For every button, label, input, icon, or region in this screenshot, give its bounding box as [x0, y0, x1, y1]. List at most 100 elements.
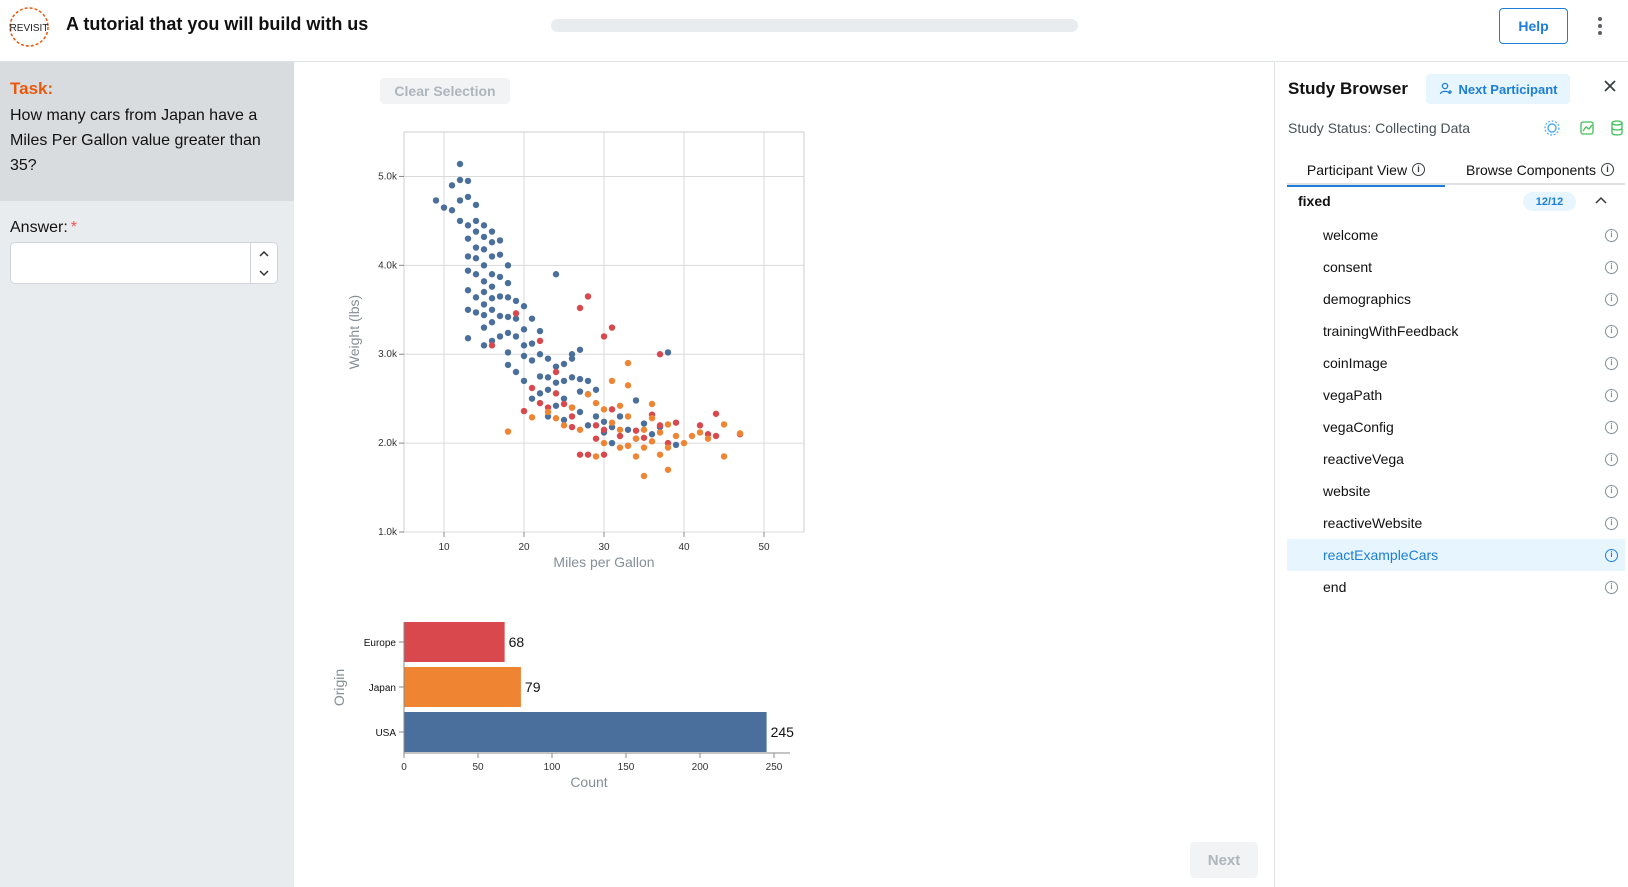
- scatter-point-usa[interactable]: [464, 306, 472, 313]
- chevron-up-icon[interactable]: [1595, 195, 1607, 205]
- scatter-point-usa[interactable]: [560, 395, 568, 402]
- scatter-point-usa[interactable]: [496, 312, 504, 320]
- scatter-point-usa[interactable]: [488, 306, 496, 313]
- scatter-point-usa[interactable]: [576, 408, 584, 416]
- scatter-point-usa[interactable]: [488, 295, 496, 302]
- scatter-point-japan[interactable]: [592, 399, 600, 407]
- number-stepper[interactable]: [250, 243, 277, 283]
- scatter-point-usa[interactable]: [448, 207, 456, 214]
- scatter-point-europe[interactable]: [696, 422, 704, 429]
- scatter-point-usa[interactable]: [456, 160, 464, 168]
- scatter-point-europe[interactable]: [616, 432, 624, 440]
- scatter-point-usa[interactable]: [480, 278, 488, 285]
- sidebar-item-demographics[interactable]: demographics i: [1287, 283, 1625, 315]
- scatter-point-usa[interactable]: [480, 324, 488, 331]
- scatter-point-usa[interactable]: [472, 309, 480, 316]
- scatter-point-usa[interactable]: [576, 375, 584, 383]
- scatter-point-usa[interactable]: [568, 374, 576, 381]
- scatter-point-usa[interactable]: [464, 253, 472, 260]
- scatter-point-europe[interactable]: [552, 390, 560, 397]
- scatter-point-usa[interactable]: [568, 355, 576, 362]
- scatter-point-usa[interactable]: [520, 342, 528, 349]
- scatter-point-usa[interactable]: [584, 422, 592, 429]
- sidebar-item-vegaPath[interactable]: vegaPath i: [1287, 379, 1625, 411]
- scatter-point-usa[interactable]: [616, 413, 624, 420]
- scatter-point-usa[interactable]: [472, 244, 480, 251]
- scatter-point-japan[interactable]: [696, 429, 704, 436]
- help-button[interactable]: Help: [1499, 8, 1568, 44]
- info-icon[interactable]: i: [1605, 549, 1618, 562]
- scatter-point-usa[interactable]: [440, 204, 448, 211]
- scatter-point-usa[interactable]: [488, 253, 496, 260]
- scatter-point-usa[interactable]: [552, 402, 560, 409]
- scatter-point-usa[interactable]: [504, 361, 512, 369]
- scatter-point-japan[interactable]: [632, 453, 640, 460]
- scatter-point-usa[interactable]: [496, 273, 504, 281]
- scatter-point-japan[interactable]: [592, 453, 600, 460]
- scatter-point-japan[interactable]: [648, 415, 656, 422]
- scatter-point-usa[interactable]: [496, 333, 504, 340]
- scatter-point-europe[interactable]: [536, 337, 544, 345]
- scatter-point-usa[interactable]: [488, 228, 496, 235]
- scatter-point-japan[interactable]: [664, 421, 672, 428]
- scatter-point-japan[interactable]: [656, 451, 664, 458]
- scatter-point-europe[interactable]: [592, 435, 600, 442]
- sidebar-item-reactiveVega[interactable]: reactiveVega i: [1287, 443, 1625, 475]
- sidebar-item-end[interactable]: end i: [1287, 571, 1625, 603]
- scatter-point-usa[interactable]: [544, 413, 552, 420]
- scatter-point-europe[interactable]: [520, 407, 528, 415]
- scatter-point-europe[interactable]: [584, 293, 592, 300]
- scatter-point-usa[interactable]: [464, 222, 472, 229]
- scatter-point-usa[interactable]: [520, 303, 528, 310]
- tab-browse-components[interactable]: Browse Components i: [1455, 154, 1625, 185]
- scatter-point-japan[interactable]: [600, 439, 608, 447]
- info-icon[interactable]: i: [1605, 421, 1618, 434]
- scatter-point-usa[interactable]: [456, 197, 464, 204]
- scatter-point-usa[interactable]: [504, 262, 512, 269]
- scatter-point-usa[interactable]: [472, 228, 480, 235]
- scatter-point-usa[interactable]: [456, 176, 464, 184]
- scatter-point-usa[interactable]: [504, 329, 512, 337]
- scatter-point-usa[interactable]: [528, 340, 536, 347]
- scatter-point-usa[interactable]: [600, 418, 608, 425]
- info-icon[interactable]: i: [1605, 517, 1618, 530]
- scatter-point-usa[interactable]: [480, 342, 488, 349]
- scatter-point-europe[interactable]: [584, 451, 592, 458]
- scatter-point-usa[interactable]: [544, 386, 552, 393]
- info-icon[interactable]: i: [1605, 581, 1618, 594]
- scatter-point-usa[interactable]: [568, 351, 576, 358]
- scatter-point-usa[interactable]: [576, 346, 584, 353]
- scatter-point-usa[interactable]: [496, 237, 504, 244]
- scatter-point-europe[interactable]: [512, 310, 520, 317]
- scatter-point-usa[interactable]: [480, 288, 488, 296]
- scatter-point-japan[interactable]: [552, 415, 560, 422]
- scatter-point-japan[interactable]: [664, 466, 672, 473]
- info-icon[interactable]: i: [1605, 261, 1618, 274]
- scatter-point-japan[interactable]: [720, 453, 728, 460]
- scatter-point-japan[interactable]: [688, 432, 696, 440]
- sidebar-item-trainingWithFeedback[interactable]: trainingWithFeedback i: [1287, 315, 1625, 347]
- scatter-point-usa[interactable]: [480, 222, 488, 229]
- scatter-point-usa[interactable]: [552, 363, 560, 370]
- scatter-point-usa[interactable]: [520, 326, 528, 333]
- sidebar-item-vegaConfig[interactable]: vegaConfig i: [1287, 411, 1625, 443]
- bar-usa[interactable]: [404, 712, 767, 752]
- scatter-point-japan[interactable]: [504, 428, 512, 435]
- scatter-point-usa[interactable]: [664, 349, 672, 356]
- scatter-point-usa[interactable]: [608, 439, 616, 447]
- scatter-point-usa[interactable]: [632, 397, 640, 404]
- scatter-point-usa[interactable]: [464, 287, 472, 294]
- scatter-point-europe[interactable]: [528, 384, 536, 392]
- sidebar-item-reactiveWebsite[interactable]: reactiveWebsite i: [1287, 507, 1625, 539]
- scatter-point-europe[interactable]: [568, 423, 576, 431]
- scatter-point-europe[interactable]: [576, 451, 584, 458]
- scatter-point-usa[interactable]: [496, 293, 504, 300]
- decrement-chevron-down-icon[interactable]: [251, 263, 277, 283]
- scatter-point-usa[interactable]: [456, 217, 464, 225]
- info-icon[interactable]: i: [1605, 293, 1618, 306]
- scatter-point-usa[interactable]: [592, 386, 600, 393]
- scatter-point-europe[interactable]: [632, 427, 640, 434]
- scatter-point-usa[interactable]: [560, 377, 568, 385]
- scatter-point-europe[interactable]: [640, 434, 648, 441]
- bar-europe[interactable]: [404, 622, 505, 662]
